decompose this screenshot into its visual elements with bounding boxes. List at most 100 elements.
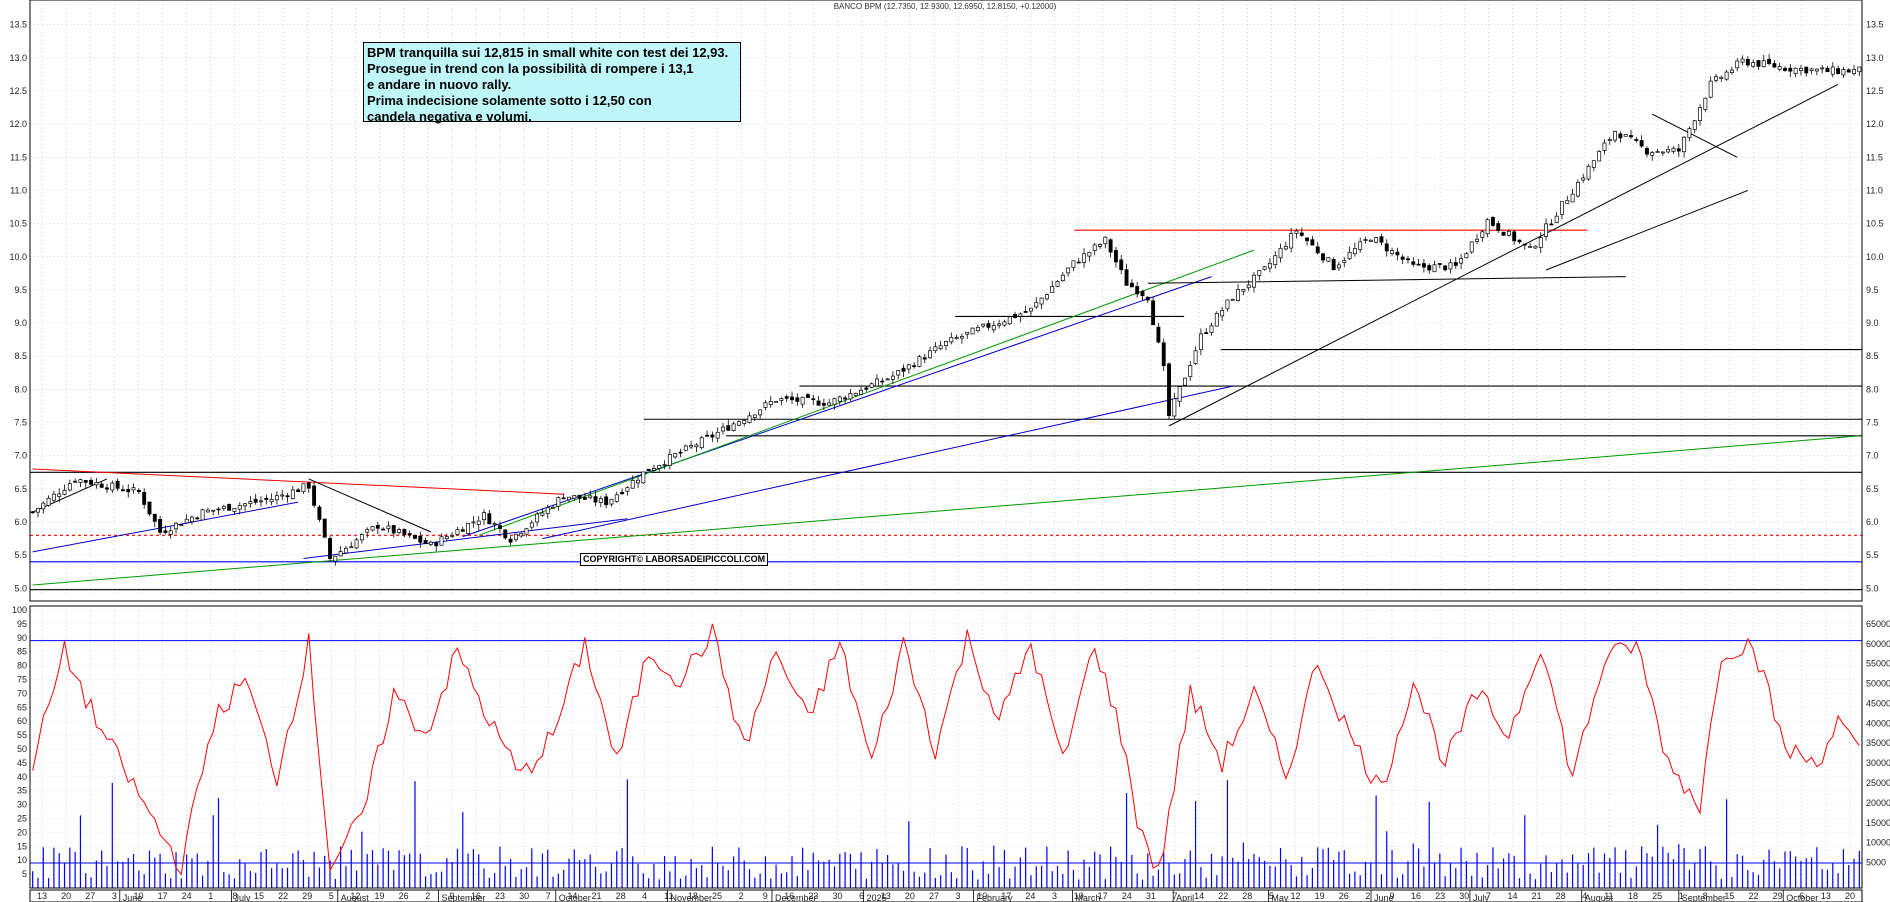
- date-tick-label: 28: [1242, 891, 1252, 901]
- date-tick-label: 5: [1269, 891, 1274, 901]
- candle-body: [513, 533, 518, 541]
- date-tick-label: 10: [1074, 891, 1084, 901]
- candle-body: [211, 509, 216, 512]
- candle-body: [1629, 135, 1633, 138]
- date-tick-label: 15: [1724, 891, 1734, 901]
- candle-body: [1315, 246, 1320, 254]
- candle-body: [1480, 231, 1485, 238]
- candle-body: [1177, 386, 1182, 402]
- price-tick-label-right: 10.0: [1866, 252, 1884, 262]
- month-label: October: [1786, 893, 1818, 902]
- candle-body: [423, 539, 428, 545]
- candle-body: [657, 465, 662, 469]
- candle-body: [1804, 66, 1809, 74]
- candle-body: [1384, 243, 1389, 252]
- date-tick-label: 29: [1773, 891, 1783, 901]
- date-tick-label: 20: [1845, 891, 1855, 901]
- candle-body: [821, 403, 826, 406]
- candle-body: [216, 508, 221, 511]
- candle-body: [1506, 231, 1511, 236]
- candle-body: [1262, 266, 1267, 270]
- candle-body: [1119, 259, 1124, 271]
- candle-body: [1841, 69, 1846, 76]
- candle-body: [689, 445, 694, 448]
- candle-body: [588, 495, 593, 499]
- candle-body: [1273, 255, 1278, 266]
- candle-body: [795, 397, 800, 402]
- candle-body: [1326, 257, 1331, 262]
- candle-body: [1204, 332, 1209, 334]
- volume-tick-label: 65000: [1866, 619, 1890, 629]
- candle-body: [195, 517, 200, 520]
- candle-body: [949, 337, 954, 343]
- candle-body: [721, 426, 725, 432]
- date-tick-label: 29: [302, 891, 312, 901]
- candle-body: [1411, 261, 1416, 265]
- price-tick-label-right: 11.0: [1866, 185, 1883, 195]
- date-tick-label: 16: [1411, 891, 1421, 901]
- price-tick-label-right: 7.5: [1866, 418, 1879, 428]
- price-tick-label-left: 9.0: [14, 318, 27, 328]
- candle-body: [1469, 241, 1474, 253]
- candle-body: [1570, 193, 1575, 203]
- candle-body: [970, 327, 975, 335]
- candle-body: [248, 501, 253, 505]
- date-tick-label: 23: [495, 891, 505, 901]
- price-tick-label-left: 9.5: [14, 285, 27, 295]
- candle-body: [848, 393, 853, 400]
- candle-body: [758, 409, 763, 416]
- candle-body: [1055, 281, 1060, 287]
- candle-body: [747, 415, 752, 423]
- price-tick-label-left: 6.5: [14, 484, 27, 494]
- candle-body: [715, 431, 720, 439]
- candle-body: [1390, 250, 1395, 254]
- candle-body: [264, 497, 269, 500]
- candle-body: [131, 487, 136, 491]
- price-tick-label-left: 12.5: [9, 86, 27, 96]
- candle-body: [1013, 314, 1017, 318]
- candle-body: [184, 518, 189, 524]
- candle-body: [1337, 264, 1341, 269]
- candle-body: [1214, 312, 1219, 327]
- date-tick-label: 17: [1098, 891, 1108, 901]
- candle-body: [1124, 269, 1129, 286]
- candle-body: [1283, 246, 1288, 250]
- candle-body: [561, 497, 566, 500]
- oscillator-tick-label: 40: [17, 772, 27, 782]
- candle-body: [147, 501, 152, 515]
- candle-body: [1161, 342, 1166, 367]
- candle-body: [519, 532, 524, 537]
- candle-body: [89, 479, 94, 485]
- candle-body: [1087, 251, 1092, 257]
- candle-body: [816, 400, 821, 406]
- candle-body: [678, 451, 683, 454]
- date-tick-label: 22: [1749, 891, 1759, 901]
- candle-body: [1135, 286, 1140, 295]
- date-tick-label: 16: [784, 891, 794, 901]
- candle-body: [1798, 67, 1803, 72]
- candle-body: [1039, 297, 1044, 305]
- volume-tick-label: 30000: [1866, 758, 1890, 768]
- candle-body: [928, 350, 933, 359]
- candle-body: [938, 345, 943, 349]
- date-tick-label: 31: [1146, 891, 1156, 901]
- date-axis-frame: [29, 889, 1863, 902]
- candle-body: [402, 528, 407, 536]
- price-tick-label-left: 13.0: [9, 53, 27, 63]
- candle-body: [1421, 263, 1426, 268]
- candle-body: [843, 397, 848, 400]
- copyright-label: COPYRIGHT© LABORSADEIPICCOLI.COM: [580, 553, 769, 566]
- candle-body: [582, 497, 587, 500]
- date-tick-label: 10: [133, 891, 143, 901]
- candle-body: [1751, 62, 1756, 67]
- date-tick-label: 22: [1218, 891, 1228, 901]
- date-tick-label: 28: [616, 891, 626, 901]
- candle-body: [1671, 147, 1676, 152]
- trend-line: [1652, 113, 1738, 158]
- candle-body: [1602, 142, 1607, 151]
- candle-body: [1400, 256, 1405, 260]
- candle-body: [365, 529, 370, 533]
- date-tick-label: 30: [519, 891, 529, 901]
- date-tick-label: 23: [808, 891, 818, 901]
- candle-body: [811, 398, 816, 401]
